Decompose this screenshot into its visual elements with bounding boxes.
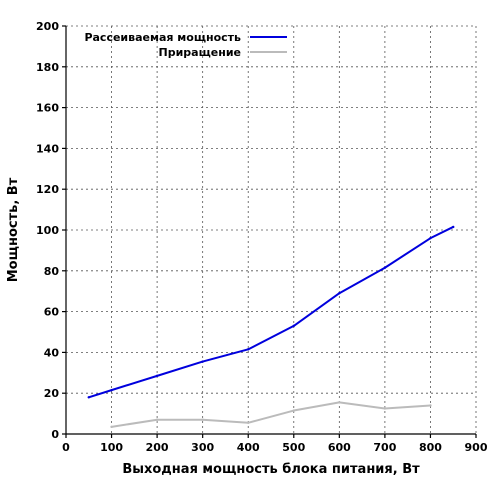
data-point (383, 407, 387, 410)
x-tick-label: 600 (328, 441, 351, 454)
data-point (87, 396, 90, 399)
x-tick-label: 100 (100, 441, 123, 454)
data-point (201, 418, 204, 421)
x-tick-label: 900 (465, 441, 488, 454)
data-point (292, 409, 295, 412)
data-point (201, 360, 204, 363)
grid (66, 25, 477, 434)
legend-label: Рассеиваемая мощность (84, 31, 241, 44)
series-line-1 (87, 225, 455, 399)
data-point (247, 348, 250, 351)
x-tick-label: 400 (237, 441, 260, 454)
data-point (452, 225, 455, 229)
x-tick-label: 700 (373, 441, 396, 454)
series-line-2 (110, 401, 432, 428)
data-point (110, 425, 113, 429)
data-point (383, 266, 387, 269)
y-tick-label: 0 (51, 428, 59, 441)
y-tick-label: 160 (36, 102, 59, 115)
y-tick-label: 40 (44, 346, 60, 359)
legend-label: Приращение (159, 46, 241, 59)
x-tick-label: 500 (282, 441, 305, 454)
x-tick-label: 300 (191, 441, 214, 454)
x-axis-title: Выходная мощность блока питания, Вт (122, 462, 420, 477)
y-tick-label: 100 (36, 224, 59, 237)
data-point (110, 388, 113, 392)
data-point (155, 374, 159, 378)
x-tick-label: 200 (146, 441, 169, 454)
y-axis-title: Мощность, Вт (6, 177, 21, 282)
x-tick-label: 0 (62, 441, 70, 454)
y-tick-label: 60 (44, 306, 60, 319)
data-point (247, 421, 250, 424)
legend: Рассеиваемая мощность Приращение (84, 31, 287, 59)
data-point (338, 292, 341, 295)
data-point (429, 236, 432, 240)
data-point (155, 418, 159, 421)
x-tick-labels: 0 100 200 300 400 500 600 700 800 900 (62, 434, 488, 454)
y-tick-label: 20 (44, 387, 60, 400)
data-point (429, 404, 432, 407)
data-point (292, 324, 295, 328)
y-tick-label: 120 (36, 183, 59, 196)
data-point (338, 401, 341, 404)
y-tick-label: 80 (44, 265, 60, 278)
y-tick-label: 180 (36, 61, 59, 74)
series (87, 225, 455, 429)
y-tick-labels: 0 20 40 60 80 100 120 140 160 180 200 (36, 20, 66, 441)
y-tick-label: 200 (36, 20, 59, 33)
x-tick-label: 800 (419, 441, 442, 454)
y-tick-label: 140 (36, 142, 59, 155)
